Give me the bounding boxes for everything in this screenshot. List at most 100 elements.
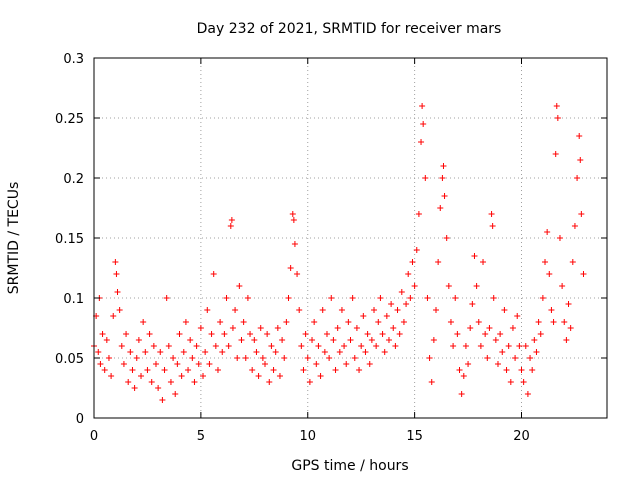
data-point — [99, 331, 106, 337]
data-point — [458, 391, 465, 397]
data-point — [537, 331, 544, 337]
data-point — [182, 319, 189, 325]
data-point — [347, 337, 354, 343]
data-point — [440, 163, 447, 169]
data-point — [187, 337, 194, 343]
data-point — [580, 271, 587, 277]
data-point — [234, 355, 241, 361]
data-point — [272, 349, 279, 355]
data-point — [531, 337, 538, 343]
data-point — [123, 331, 130, 337]
data-point — [405, 271, 412, 277]
data-point — [377, 295, 384, 301]
data-point — [467, 325, 474, 331]
data-point — [236, 283, 243, 289]
data-point — [418, 139, 425, 145]
data-point — [556, 235, 563, 241]
data-point — [328, 295, 335, 301]
data-point — [553, 103, 560, 109]
data-point — [300, 367, 307, 373]
data-point — [520, 379, 527, 385]
axis-ticks: 0 0.05 0.1 0.15 0.2 0.25 0.3 0 5 10 15 20 — [55, 52, 607, 444]
x-tick-label: 0 — [90, 429, 98, 444]
data-point — [428, 379, 435, 385]
data-point — [202, 349, 209, 355]
data-point — [244, 295, 251, 301]
data-point — [456, 367, 463, 373]
data-point — [419, 103, 426, 109]
data-point — [159, 397, 166, 403]
data-point — [512, 355, 519, 361]
data-point — [167, 379, 174, 385]
data-point — [499, 349, 506, 355]
data-point — [505, 343, 512, 349]
data-point — [465, 361, 472, 367]
data-point — [185, 367, 192, 373]
data-point — [285, 295, 292, 301]
data-point — [433, 307, 439, 313]
data-point — [319, 307, 326, 313]
data-point — [217, 319, 224, 325]
data-point — [113, 271, 120, 277]
data-point — [127, 349, 134, 355]
data-point — [381, 349, 388, 355]
data-point — [317, 373, 324, 379]
data-point — [334, 325, 341, 331]
data-point — [221, 331, 228, 337]
data-point — [548, 307, 555, 313]
data-point — [294, 271, 301, 277]
data-point — [542, 259, 549, 265]
data-point — [403, 301, 410, 307]
data-point — [539, 295, 546, 301]
data-point — [535, 319, 542, 325]
data-point — [242, 355, 249, 361]
data-point — [197, 325, 204, 331]
data-point — [447, 319, 454, 325]
data-point — [95, 349, 102, 355]
data-point — [97, 361, 104, 367]
data-point — [274, 325, 281, 331]
data-point — [482, 331, 489, 337]
data-point — [287, 265, 294, 271]
data-point — [574, 175, 581, 181]
data-point — [247, 331, 254, 337]
x-tick-label: 15 — [406, 429, 423, 444]
data-point — [311, 319, 318, 325]
data-point — [131, 385, 138, 391]
x-axis-label: GPS time / hours — [291, 458, 408, 474]
data-point — [554, 115, 561, 121]
y-tick-label: 0.15 — [55, 232, 84, 247]
data-point — [276, 373, 283, 379]
data-point — [142, 349, 149, 355]
data-point — [452, 295, 459, 301]
data-point — [411, 283, 418, 289]
data-point — [140, 319, 147, 325]
data-point — [178, 373, 185, 379]
data-point — [445, 283, 452, 289]
data-point — [576, 133, 583, 139]
data-point — [567, 325, 574, 331]
data-point — [148, 379, 155, 385]
data-point — [373, 343, 380, 349]
data-point — [375, 319, 382, 325]
data-point — [503, 367, 510, 373]
data-point — [489, 223, 496, 229]
data-point — [251, 337, 258, 343]
data-point — [358, 343, 365, 349]
data-point — [125, 379, 132, 385]
data-point — [544, 229, 551, 235]
data-point — [253, 349, 260, 355]
data-point — [415, 211, 422, 217]
data-point — [309, 337, 316, 343]
data-point — [368, 337, 375, 343]
data-point — [268, 343, 275, 349]
data-point — [193, 343, 200, 349]
data-point — [371, 307, 378, 313]
data-point — [424, 295, 431, 301]
data-point — [430, 337, 437, 343]
data-point — [232, 307, 239, 313]
y-axis-label: SRMTID / TECUs — [6, 182, 22, 295]
data-point — [114, 289, 121, 295]
data-point — [103, 337, 110, 343]
data-point — [262, 361, 268, 367]
